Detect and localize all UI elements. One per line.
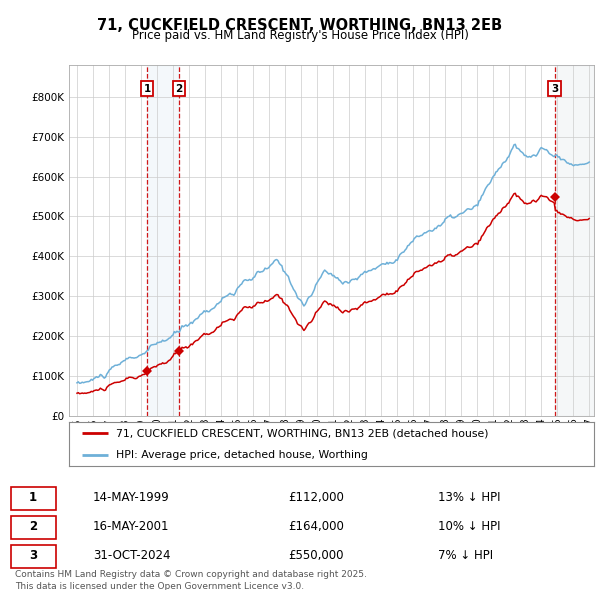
FancyBboxPatch shape (11, 516, 56, 539)
Text: 71, CUCKFIELD CRESCENT, WORTHING, BN13 2EB: 71, CUCKFIELD CRESCENT, WORTHING, BN13 2… (97, 18, 503, 32)
Text: 31-OCT-2024: 31-OCT-2024 (93, 549, 170, 562)
Text: £550,000: £550,000 (288, 549, 343, 562)
Text: 3: 3 (551, 84, 558, 94)
Text: 2: 2 (175, 84, 182, 94)
Text: 3: 3 (29, 549, 37, 562)
Text: £164,000: £164,000 (288, 520, 344, 533)
Text: 1: 1 (143, 84, 151, 94)
Text: £112,000: £112,000 (288, 491, 344, 504)
Bar (554, 65, 594, 416)
Text: 10% ↓ HPI: 10% ↓ HPI (438, 520, 500, 533)
Text: Contains HM Land Registry data © Crown copyright and database right 2025.
This d: Contains HM Land Registry data © Crown c… (15, 571, 367, 590)
Text: HPI: Average price, detached house, Worthing: HPI: Average price, detached house, Wort… (116, 450, 368, 460)
Text: 1: 1 (29, 491, 37, 504)
FancyBboxPatch shape (11, 545, 56, 568)
Bar (147, 65, 179, 416)
FancyBboxPatch shape (11, 487, 56, 510)
Text: 7% ↓ HPI: 7% ↓ HPI (438, 549, 493, 562)
Text: 13% ↓ HPI: 13% ↓ HPI (438, 491, 500, 504)
Text: 16-MAY-2001: 16-MAY-2001 (93, 520, 170, 533)
Text: 71, CUCKFIELD CRESCENT, WORTHING, BN13 2EB (detached house): 71, CUCKFIELD CRESCENT, WORTHING, BN13 2… (116, 428, 489, 438)
Text: Price paid vs. HM Land Registry's House Price Index (HPI): Price paid vs. HM Land Registry's House … (131, 30, 469, 42)
Text: 14-MAY-1999: 14-MAY-1999 (93, 491, 170, 504)
Text: 2: 2 (29, 520, 37, 533)
Bar (554, 65, 594, 416)
